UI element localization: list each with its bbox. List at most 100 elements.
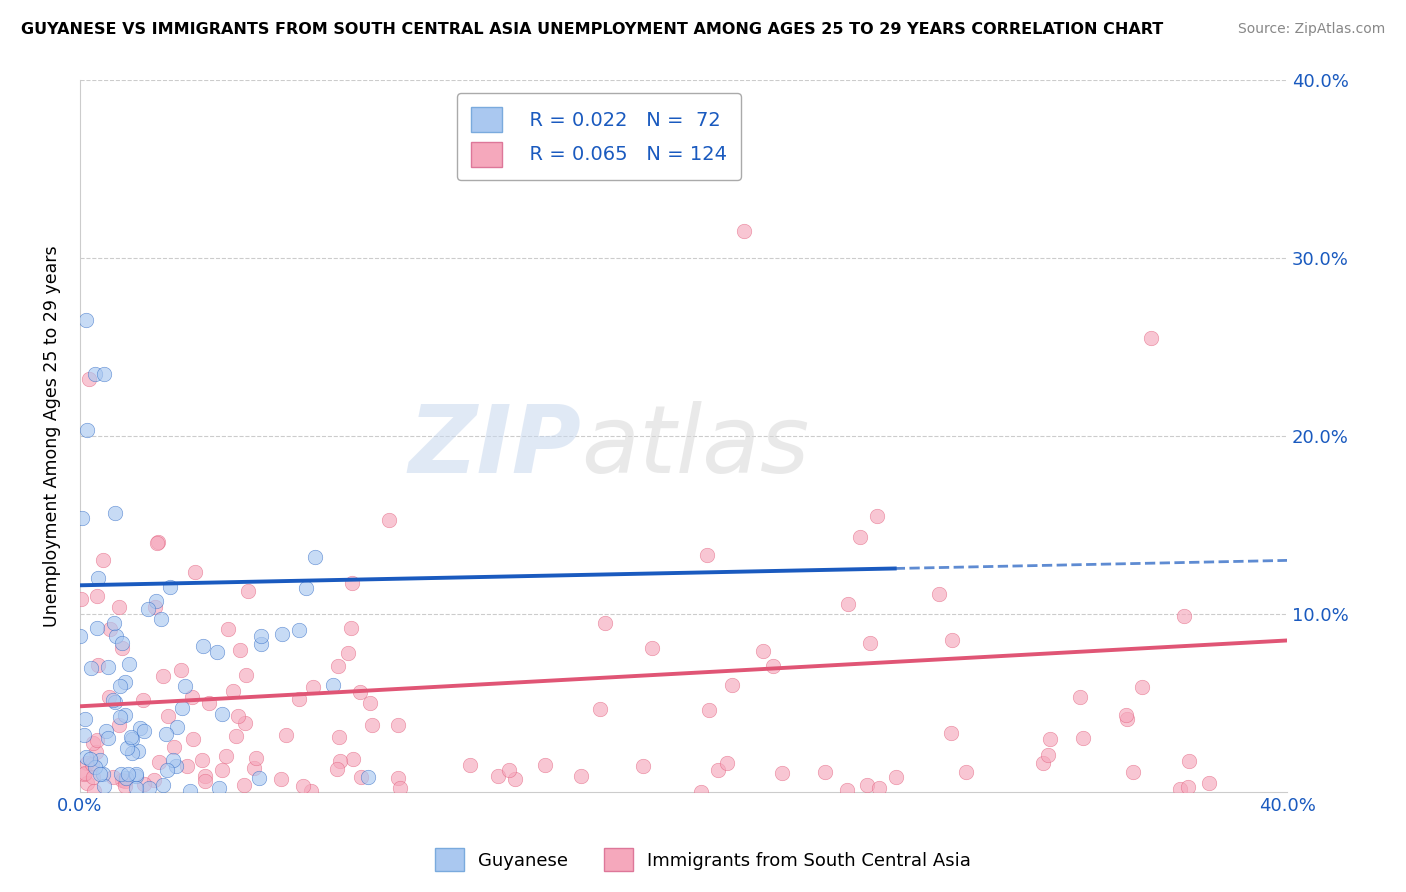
Legend: Guyanese, Immigrants from South Central Asia: Guyanese, Immigrants from South Central … (427, 841, 979, 879)
Point (98, 622, 121, 636)
Point (1115, 707, 1137, 722)
Point (97, 731, 120, 746)
Point (155, 763, 177, 777)
Point (1130, 680, 1153, 694)
Legend:   R = 0.022   N =  72,   R = 0.065   N = 124: R = 0.022 N = 72, R = 0.065 N = 124 (457, 94, 741, 180)
Point (886, 771, 908, 785)
Point (98, 690, 121, 704)
Point (299, 783, 322, 797)
Point (208, 781, 231, 796)
Point (87, 657, 110, 672)
Point (866, 509, 889, 524)
Point (136, 602, 159, 616)
Point (103, 616, 125, 631)
Point (121, 732, 143, 747)
Point (128, 722, 150, 736)
Point (156, 708, 179, 723)
Point (155, 726, 177, 740)
Point (1069, 690, 1091, 704)
Point (111, 635, 134, 649)
Point (1168, 782, 1191, 797)
Point (941, 726, 963, 740)
Point (114, 774, 136, 789)
Point (835, 783, 858, 797)
Point (389, 780, 412, 795)
Point (114, 674, 136, 689)
Point (76, 423, 98, 437)
Point (132, 693, 155, 707)
Point (143, 773, 166, 788)
Text: atlas: atlas (581, 401, 808, 492)
Point (87, 571, 110, 585)
Y-axis label: Unemployment Among Ages 25 to 29 years: Unemployment Among Ages 25 to 29 years (44, 245, 60, 627)
Point (73, 766, 96, 780)
Point (111, 772, 134, 787)
Point (132, 723, 155, 738)
Point (93, 367, 115, 381)
Point (387, 718, 409, 732)
Point (814, 765, 837, 780)
Point (205, 645, 228, 659)
Text: GUYANESE VS IMMIGRANTS FROM SOUTH CENTRAL ASIA UNEMPLOYMENT AMONG AGES 25 TO 29 : GUYANESE VS IMMIGRANTS FROM SOUTH CENTRA… (21, 22, 1163, 37)
Point (83, 760, 105, 774)
Point (104, 507, 127, 521)
Point (120, 730, 142, 744)
Point (721, 678, 744, 692)
Point (143, 600, 166, 615)
Point (181, 732, 204, 747)
Point (170, 663, 193, 677)
Point (359, 696, 381, 710)
Point (70, 591, 93, 606)
Point (1178, 754, 1201, 768)
Point (322, 678, 344, 692)
Point (194, 769, 217, 783)
Point (349, 685, 371, 699)
Point (77, 372, 100, 386)
Point (101, 693, 124, 707)
Point (859, 636, 882, 650)
Point (350, 770, 373, 784)
Point (215, 748, 238, 763)
Point (94, 724, 117, 739)
Point (1071, 731, 1094, 745)
Point (295, 581, 318, 595)
Point (697, 703, 720, 717)
Point (145, 594, 167, 608)
Point (170, 701, 193, 715)
Point (498, 764, 520, 778)
Point (690, 784, 713, 798)
Point (184, 565, 207, 579)
Point (770, 765, 793, 780)
Text: ZIP: ZIP (408, 401, 581, 492)
Point (121, 747, 143, 761)
Point (250, 629, 273, 643)
Point (336, 647, 359, 661)
Point (125, 766, 148, 780)
Point (1177, 780, 1199, 794)
Point (733, 224, 755, 238)
Point (127, 743, 149, 757)
Point (73, 728, 96, 742)
Point (125, 781, 148, 796)
Point (110, 710, 132, 724)
Point (270, 772, 292, 786)
Point (243, 761, 266, 775)
Point (229, 643, 252, 657)
Point (75, 313, 97, 327)
Point (233, 715, 256, 730)
Point (125, 769, 148, 783)
Point (197, 696, 219, 710)
Point (1039, 732, 1062, 747)
Point (589, 702, 612, 716)
Point (138, 780, 160, 795)
Point (91, 552, 114, 566)
Point (115, 772, 138, 786)
Point (696, 548, 718, 562)
Point (75, 749, 97, 764)
Point (80, 756, 103, 771)
Point (955, 765, 977, 780)
Point (326, 762, 349, 776)
Point (152, 669, 174, 683)
Point (114, 779, 136, 793)
Point (245, 751, 267, 765)
